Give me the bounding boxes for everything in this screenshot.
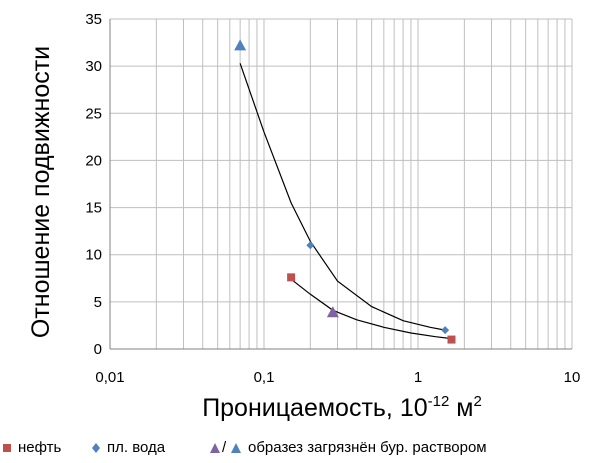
x-axis-title-main: Проницаемость, 10 xyxy=(202,394,427,422)
y-tick-label: 30 xyxy=(85,58,102,75)
legend-label-contaminated: образез загрязнён бур. раствором xyxy=(248,439,487,456)
x-tick-label: 1 xyxy=(414,369,422,386)
triangle-point xyxy=(234,39,247,51)
y-tick-label: 0 xyxy=(94,341,102,358)
y-axis-title: Отношение подвижности xyxy=(27,46,55,338)
y-tick-label: 25 xyxy=(85,105,102,122)
x-tick-label: 0,01 xyxy=(95,369,124,386)
x-tick-label: 0,1 xyxy=(254,369,275,386)
trendline xyxy=(290,278,452,340)
axes xyxy=(109,19,572,350)
x-axis-title-unit: м xyxy=(449,394,473,422)
x-tick-label: 10 xyxy=(564,369,581,386)
square-point xyxy=(447,335,456,344)
y-tick-label: 35 xyxy=(85,11,102,28)
x-axis-title-exp: -12 xyxy=(428,393,450,410)
x-axis-title: Проницаемость, 10-12 м2 xyxy=(202,393,482,422)
trendline xyxy=(239,63,446,331)
legend-triangle-icon-a xyxy=(210,443,220,453)
square-point xyxy=(287,273,296,282)
trendlines xyxy=(239,63,452,340)
legend-square-icon xyxy=(3,444,11,452)
y-tick-label: 10 xyxy=(85,247,102,264)
y-tick-label: 20 xyxy=(85,152,102,169)
legend-label-oil: нефть xyxy=(18,439,62,456)
diamond-point xyxy=(306,241,315,250)
tick-labels: 0 5 10 15 20 25 30 35 0,01 0,1 1 10 xyxy=(85,11,580,386)
x-axis-title-unit-exp: 2 xyxy=(473,393,481,410)
triangle-point xyxy=(326,306,339,318)
legend-triangle-icon-b xyxy=(231,443,241,453)
data-points xyxy=(234,39,456,344)
legend-diamond-icon xyxy=(92,443,100,453)
y-tick-label: 5 xyxy=(94,294,102,311)
legend-label-water: пл. вода xyxy=(107,439,166,456)
y-tick-label: 15 xyxy=(85,200,102,217)
legend-separator: / xyxy=(222,439,227,456)
diamond-point xyxy=(441,326,450,335)
legend: нефть пл. вода / образез загрязнён бур. … xyxy=(0,437,593,459)
grid xyxy=(109,18,573,350)
